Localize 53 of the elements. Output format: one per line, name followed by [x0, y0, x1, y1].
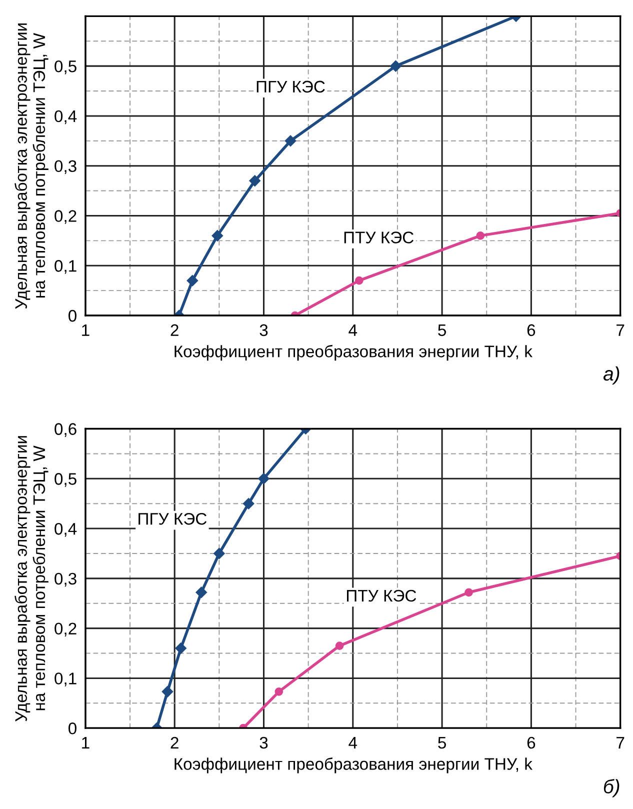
x-tick-label: 6	[527, 736, 536, 749]
y-tick-label: 0,3	[54, 572, 76, 587]
x-tick-label: 4	[348, 324, 358, 336]
x-axis-title: Коэффициент преобразования энергии ТНУ, k	[174, 758, 532, 774]
x-axis-title: Коэффициент преобразования энергии ТНУ, k	[174, 344, 532, 361]
x-tick-label: 7	[616, 324, 624, 336]
y-tick-label: 0,6	[54, 423, 76, 437]
y-tick-label: 0,3	[54, 160, 76, 174]
x-tick-label: 5	[438, 737, 446, 749]
text: б)	[604, 778, 620, 798]
y-tick-label: 0,4	[54, 522, 77, 537]
y-tick-label: 0,5	[54, 60, 76, 74]
x-tick-label: 2	[170, 736, 178, 749]
y-tick-label: 0	[68, 722, 76, 734]
y-tick-label: 0,4	[54, 110, 77, 124]
series-label: ПТУ КЭС	[344, 232, 414, 244]
y-axis-title: Удельная выработка электроэнергии на тепловом потреблении ТЭЦ, W	[14, 436, 48, 722]
y-tick-label: 0,1	[54, 260, 76, 274]
x-tick-label: 1	[82, 737, 90, 749]
series-label: ПГУ КЭС	[256, 80, 325, 93]
x-tick-label: 4	[348, 737, 358, 749]
y-tick-label: 0,2	[54, 210, 76, 224]
point	[335, 642, 344, 650]
point	[274, 688, 284, 696]
point	[186, 274, 198, 286]
x-tick-label: 6	[527, 324, 536, 336]
x-tick-label: 1	[82, 324, 90, 336]
y-tick-label: 0,2	[54, 622, 76, 636]
y-tick-label: 0,5	[54, 473, 76, 487]
point	[175, 642, 186, 654]
x-tick-label: 3	[260, 324, 268, 336]
point	[258, 473, 270, 484]
text: а)	[603, 366, 620, 385]
point	[284, 135, 296, 147]
x-tick-label: 5	[438, 324, 446, 336]
point	[464, 588, 473, 597]
point	[196, 586, 207, 598]
point	[354, 276, 364, 285]
series-label: ПГУ КЭС	[138, 512, 207, 525]
y-axis-title: Удельная выработка электроэнергии на тепловом потреблении ТЭЦ, W	[14, 23, 48, 309]
y-tick-label: 0	[68, 310, 76, 322]
point	[162, 686, 174, 698]
point	[242, 498, 254, 510]
point	[476, 232, 485, 240]
point	[249, 175, 260, 186]
x-tick-label: 3	[260, 736, 268, 749]
point	[212, 230, 223, 242]
point	[214, 548, 225, 560]
y-tick-label: 0,1	[54, 672, 76, 686]
x-tick-label: 2	[170, 324, 178, 336]
point	[390, 60, 402, 72]
series-label: ПТУ КЭС	[346, 590, 416, 602]
x-tick-label: 7	[616, 737, 624, 749]
